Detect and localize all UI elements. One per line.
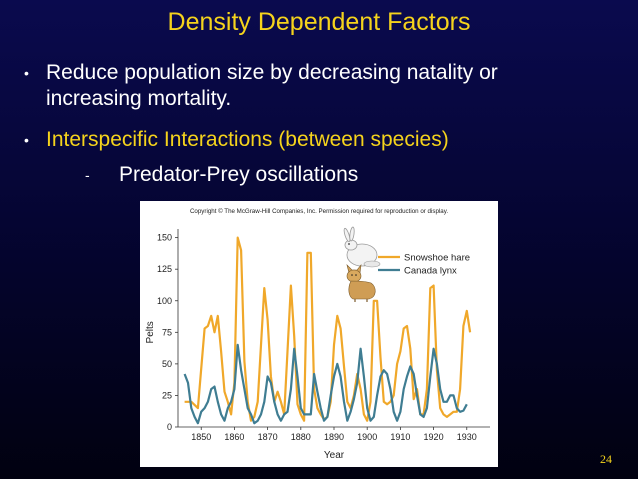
y-tick-label: 125 [157,264,172,274]
page-number: 24 [600,452,612,466]
x-tick-label: 1860 [224,432,244,442]
bullet-2-text: Interspecific Interactions (between spec… [46,128,449,151]
y-tick-label: 25 [162,390,172,400]
y-tick-label: 0 [167,422,172,432]
x-tick-label: 1890 [324,432,344,442]
bullet-marker: • [24,132,29,148]
bullet-1-text: Reduce population size by decreasing nat… [46,61,498,84]
x-tick-label: 1880 [291,432,311,442]
y-tick-label: 75 [162,327,172,337]
x-tick-label: 1910 [390,432,410,442]
y-axis-label: Pelts [145,321,156,343]
x-axis-label: Year [324,450,345,461]
chart-panel: Copyright © The McGraw-Hill Companies, I… [140,201,498,467]
legend-label: Snowshoe hare [404,253,470,264]
sub-bullet-marker: - [85,167,90,183]
hare-illustration [343,226,381,268]
x-tick-label: 1870 [258,432,278,442]
bullet-1-text-continued: increasing mortality. [46,87,232,110]
y-tick-label: 150 [157,233,172,243]
y-tick-label: 50 [162,359,172,369]
y-tick-label: 100 [157,296,172,306]
series-line-snowshoe-hare [184,236,472,422]
chart-legend: Snowshoe hare Canada lynx [378,253,470,277]
x-tick-label: 1920 [424,432,444,442]
slide-title: Density Dependent Factors [167,8,471,36]
lynx-illustration [346,263,376,302]
bullet-marker: • [24,65,29,81]
sub-bullet-text: Predator-Prey oscillations [119,163,359,186]
chart-axes: 0 25 50 75 100 125 150 1850 1860 1870 1880 1890 1900… [145,229,490,461]
x-tick-label: 1850 [191,432,211,442]
x-tick-label: 1930 [457,432,477,442]
x-tick-label: 1900 [357,432,377,442]
chart-copyright: Copyright © The McGraw-Hill Companies, I… [190,208,448,215]
legend-label: Canada lynx [404,266,457,277]
chart-series [183,236,472,425]
predator-prey-chart: Copyright © The McGraw-Hill Companies, I… [145,208,490,461]
series-line-canada-lynx [183,343,468,425]
